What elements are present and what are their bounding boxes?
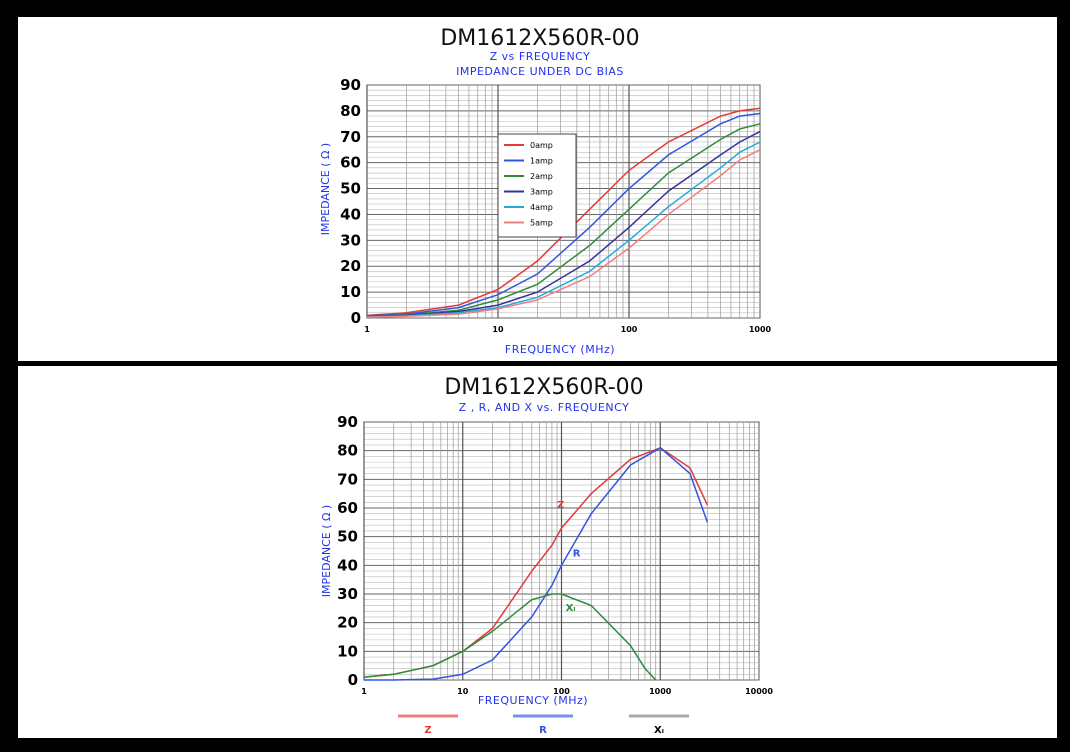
- zrx-frequency-chart: DM1612X560R-00Z , R, AND X vs. FREQUENCY…: [320, 375, 773, 736]
- y-tick-label: 90: [340, 76, 361, 94]
- y-tick-label: 10: [337, 642, 358, 660]
- y-tick-label: 80: [337, 442, 358, 460]
- y-tick-label: 60: [340, 154, 361, 172]
- series-line-1: [364, 446, 709, 681]
- series-line-4: [366, 141, 761, 318]
- chart-panel-zrx: DM1612X560R-00 Z , R, AND X vs. FREQUENCY…: [18, 366, 1057, 738]
- legend-label: 4amp: [530, 203, 553, 212]
- y-tick-label: 30: [340, 231, 361, 249]
- chart-title: DM1612X560R-00: [444, 375, 643, 400]
- y-tick-label: 40: [337, 556, 358, 574]
- y-axis-label: IMPEDANCE ( Ω ): [319, 143, 332, 235]
- y-tick-label: 70: [340, 128, 361, 146]
- x-tick-label: 1000: [649, 687, 672, 696]
- series-line-5: [366, 149, 761, 318]
- y-axis-label: IMPEDANCE ( Ω ): [320, 505, 333, 597]
- y-tick-label: 80: [340, 102, 361, 120]
- x-tick-label: 1: [361, 687, 367, 696]
- legend-label: 3amp: [530, 188, 553, 197]
- y-tick-label: 50: [340, 180, 361, 198]
- curve-annotation-1: R: [573, 549, 581, 560]
- series-line-3: [366, 130, 761, 318]
- chart-subtitle: Z , R, AND X vs. FREQUENCY: [459, 401, 630, 414]
- chart-subtitle-2: IMPEDANCE UNDER DC BIAS: [456, 65, 624, 78]
- x-axis-label: FREQUENCY (MHz): [505, 343, 615, 356]
- x-tick-label: 1: [364, 325, 370, 334]
- legend-box: [497, 133, 577, 238]
- y-tick-label: 0: [348, 671, 358, 689]
- curve-annotation-2: Xₗ: [566, 603, 576, 614]
- chart-subtitle: Z vs FREQUENCY: [490, 50, 591, 63]
- y-tick-label: 20: [340, 257, 361, 275]
- x-axis-label: FREQUENCY (MHz): [478, 694, 588, 707]
- x-tick-label: 10: [492, 325, 504, 334]
- x-tick-label: 1000: [749, 325, 772, 334]
- series-line-0: [366, 107, 761, 317]
- legend-label: Z: [424, 725, 431, 736]
- y-tick-label: 30: [337, 585, 358, 603]
- y-tick-label: 0: [351, 309, 361, 327]
- legend-label: R: [539, 725, 547, 736]
- legend-label: 1amp: [530, 157, 553, 166]
- legend-label: 0amp: [530, 141, 553, 150]
- x-tick-label: 10000: [745, 687, 773, 696]
- x-tick-label: 100: [621, 325, 638, 334]
- y-tick-label: 40: [340, 205, 361, 223]
- series-line-2: [363, 593, 657, 681]
- x-tick-label: 10: [457, 687, 469, 696]
- y-tick-label: 10: [340, 283, 361, 301]
- series-line-1: [366, 112, 761, 317]
- series-line-2: [366, 123, 761, 318]
- legend-label: 5amp: [530, 219, 553, 228]
- y-tick-label: 50: [337, 528, 358, 546]
- y-tick-label: 60: [337, 499, 358, 517]
- legend-label: 2amp: [530, 172, 553, 181]
- chart-title: DM1612X560R-00: [440, 26, 639, 51]
- legend-label: Xₗ: [654, 725, 664, 736]
- curve-annotation-0: Z: [557, 500, 564, 511]
- x-tick-label: 100: [553, 687, 570, 696]
- y-tick-label: 20: [337, 614, 358, 632]
- impedance-bias-chart: DM1612X560R-00Z vs FREQUENCY IMPEDANCE UN…: [319, 26, 772, 356]
- y-tick-label: 90: [337, 413, 358, 431]
- chart-panel-bias: DM1612X560R-00 Z vs FREQUENCY IMPEDANCE UN…: [18, 17, 1057, 361]
- y-tick-label: 70: [337, 470, 358, 488]
